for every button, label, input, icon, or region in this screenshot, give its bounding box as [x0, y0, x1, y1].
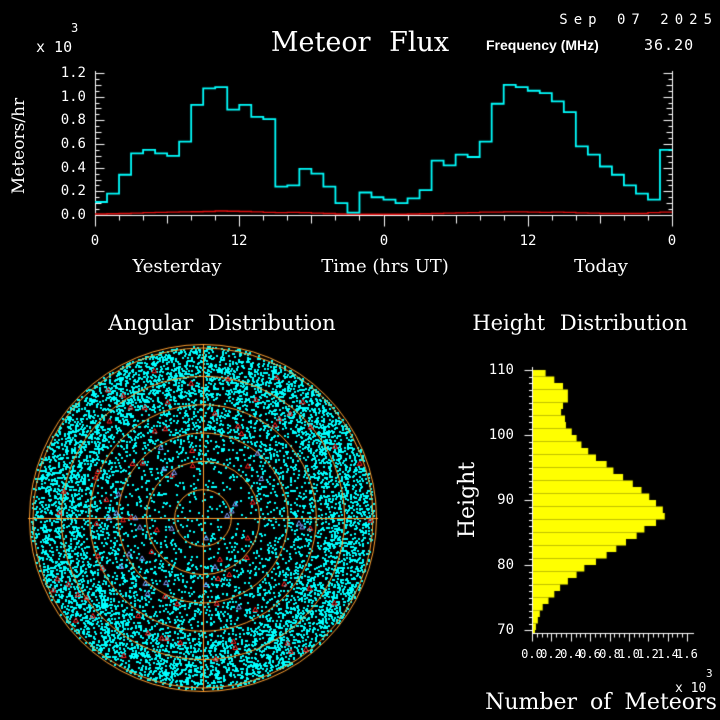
height-x-axis-label: Number of Meteors: [485, 690, 717, 715]
frequency-label: Frequency (MHz): [486, 37, 599, 53]
flux-day-label-today: Today: [574, 256, 628, 277]
tick-label: 0.6: [579, 647, 601, 661]
tick-label: 1.0: [60, 89, 86, 105]
tick-label: 12: [519, 233, 537, 249]
tick-label: 1.2: [60, 65, 86, 81]
flux-x-axis-label: Time (hrs UT): [321, 256, 449, 277]
tick-label: 12: [230, 233, 248, 249]
tick-label: 0.0: [60, 207, 86, 223]
tick-label: 0.2: [540, 647, 562, 661]
tick-label: 1.6: [676, 647, 698, 661]
height-title: Height Distribution: [472, 311, 688, 335]
height-x-scale-prefix: x 10: [675, 681, 707, 696]
tick-label: 70: [497, 622, 514, 638]
angular-title: Angular Distribution: [108, 311, 336, 335]
height-x-scale-exponent: 3: [706, 667, 713, 680]
flux-y-scale-prefix: x 10: [36, 38, 73, 56]
tick-label: 90: [497, 492, 514, 508]
tick-label: 0: [667, 233, 677, 249]
tick-label: 0.8: [599, 647, 621, 661]
tick-label: 0.8: [60, 112, 86, 128]
frequency-value: 36.20: [644, 36, 695, 54]
tick-label: 0: [379, 233, 389, 249]
tick-label: 0.6: [60, 136, 86, 152]
tick-label: 1.0: [618, 647, 640, 661]
tick-label: 0.4: [60, 160, 86, 176]
tick-label: 0.0: [521, 647, 543, 661]
tick-label: 1.4: [657, 647, 679, 661]
tick-label: 0.4: [560, 647, 582, 661]
tick-label: 1.2: [637, 647, 659, 661]
tick-label: 100: [488, 427, 514, 443]
tick-label: 80: [497, 557, 514, 573]
flux-y-axis-label: Meteors/hr: [9, 97, 29, 195]
flux-y-scale-exponent: 3: [71, 21, 79, 35]
tick-label: 0.2: [60, 183, 86, 199]
flux-title: Meteor Flux: [270, 27, 450, 58]
flux-day-label-yesterday: Yesterday: [132, 256, 222, 277]
tick-label: 0: [90, 233, 100, 249]
date-label: Sep 07 2025: [559, 12, 718, 28]
tick-label: 110: [488, 362, 514, 378]
